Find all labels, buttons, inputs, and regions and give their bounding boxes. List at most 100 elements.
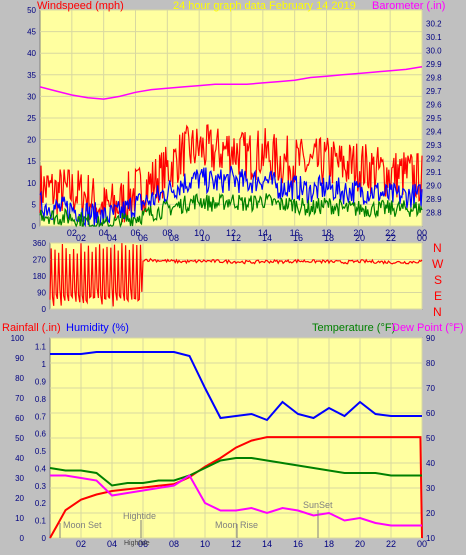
rainfall-y-tick: 0.6 (35, 430, 47, 439)
direction-w: W (432, 257, 444, 271)
barometer-y-tick: 29.3 (426, 141, 442, 150)
wind-y-tick: 20 (27, 136, 36, 145)
direction-n-top: N (433, 241, 442, 255)
direction-x-tick: 18 (324, 233, 334, 243)
wind-y-tick: 45 (27, 28, 36, 37)
direction-e: E (434, 289, 442, 303)
barometer-y-tick: 29.8 (426, 74, 442, 83)
humidity-label: Humidity (%) (66, 322, 129, 334)
temperature-y-tick: 20 (426, 509, 435, 518)
wind-x-tick: 12 (226, 228, 236, 238)
graph-title: 24 hour graph data February 14 2019 (173, 0, 356, 12)
temp-x-tick: 22 (386, 539, 396, 549)
temperature-y-tick: 60 (426, 409, 435, 418)
barometer-y-tick: 29.9 (426, 60, 442, 69)
barometer-y-tick: 30.0 (426, 47, 442, 56)
wind-x-tick: 06 (130, 228, 140, 238)
temp-x-tick: 20 (355, 539, 365, 549)
direction-x-tick: 04 (107, 233, 117, 243)
wind-y-tick: 10 (27, 179, 36, 188)
temp-x-tick: 04 (107, 539, 117, 549)
humidity-y-tick: 50 (15, 434, 24, 443)
barometer-y-tick: 29.4 (426, 128, 442, 137)
direction-y-tick: 270 (33, 256, 47, 265)
humidity-y-tick: 60 (15, 414, 24, 423)
wind-y-tick: 35 (27, 71, 36, 80)
sunset-label: SunSet (303, 500, 333, 510)
moon-set-label: Moon Set (63, 520, 102, 530)
direction-s: S (434, 273, 442, 287)
humidity-y-tick: 10 (15, 514, 24, 523)
direction-x-tick: 12 (231, 233, 241, 243)
barometer-title: Barometer (.in) (372, 0, 445, 12)
wind-x-tick: 04 (99, 228, 109, 238)
humidity-y-tick: 90 (15, 354, 24, 363)
wind-x-tick: 00 (417, 228, 427, 238)
rainfall-y-tick: 1 (42, 360, 47, 369)
temperature-y-tick: 40 (426, 459, 435, 468)
humidity-y-tick: 40 (15, 454, 24, 463)
temp-x-tick: 14 (262, 539, 272, 549)
temperature-y-tick: 80 (426, 359, 435, 368)
rainfall-y-tick: 0.4 (35, 464, 47, 473)
barometer-y-tick: 30.1 (426, 33, 442, 42)
humidity-y-tick: 80 (15, 374, 24, 383)
humidity-y-tick: 20 (15, 494, 24, 503)
direction-x-tick: 08 (169, 233, 179, 243)
humidity-y-tick: 70 (15, 394, 24, 403)
rainfall-line (49, 436, 423, 539)
direction-x-tick: 06 (138, 233, 148, 243)
moon-rise-label: Moon Rise (215, 520, 258, 530)
rainfall-y-tick: 0.3 (35, 482, 47, 491)
barometer-y-tick: 29.7 (426, 87, 442, 96)
wind-x-tick: 20 (353, 228, 363, 238)
humidity-y-tick: 100 (11, 334, 25, 343)
wind-x-tick: 14 (258, 228, 268, 238)
barometer-y-tick: 28.8 (426, 209, 442, 218)
barometer-y-tick: 30.2 (426, 20, 442, 29)
wind-y-tick: 15 (27, 157, 36, 166)
hightide-label: Hightide (123, 511, 156, 521)
wind-y-tick: 25 (27, 114, 36, 123)
wind-x-tick: 22 (385, 228, 395, 238)
dewpoint-label: Dew Point (°F) (392, 322, 464, 334)
windspeed-low-line (39, 192, 423, 228)
temp-x-tick: 18 (324, 539, 334, 549)
temperature-y-tick: 90 (426, 334, 435, 343)
temperature-y-tick: 50 (426, 434, 435, 443)
windspeed-avg-line (39, 165, 423, 228)
barometer-y-tick: 29.6 (426, 101, 442, 110)
rainfall-y-tick: 0.9 (35, 377, 47, 386)
wind-x-tick: 02 (67, 228, 77, 238)
barometer-y-tick: 29.1 (426, 168, 442, 177)
direction-y-tick: 360 (33, 239, 47, 248)
barometer-y-tick: 29.5 (426, 114, 442, 123)
barometer-y-tick: 29.0 (426, 182, 442, 191)
direction-y-tick: 180 (33, 272, 47, 281)
rainfall-label: Rainfall (.in) (2, 322, 61, 334)
temp-x-tick: 16 (293, 539, 303, 549)
direction-x-tick: 16 (293, 233, 303, 243)
wind-y-tick: 0 (32, 222, 37, 231)
direction-x-tick: 10 (200, 233, 210, 243)
direction-x-tick: 00 (417, 233, 427, 243)
barometer-y-tick: 29.2 (426, 155, 442, 164)
temp-x-tick: 12 (231, 539, 241, 549)
temperature-y-tick: 30 (426, 484, 435, 493)
temp-x-tick: 08 (169, 539, 179, 549)
wind-x-tick: 16 (290, 228, 300, 238)
barometer-y-tick: 28.9 (426, 195, 442, 204)
wind-y-tick: 5 (32, 200, 37, 209)
wind-y-tick: 50 (27, 6, 36, 15)
rainfall-y-tick: 0.5 (35, 447, 47, 456)
direction-x-tick: 14 (262, 233, 272, 243)
humidity-y-tick: 0 (20, 534, 25, 543)
temperature-label: Temperature (°F) (312, 322, 395, 334)
direction-y-tick: 90 (37, 289, 46, 298)
humidity-line (50, 351, 422, 422)
wind-y-tick: 40 (27, 49, 36, 58)
rainfall-y-tick: 0.8 (35, 395, 47, 404)
direction-n-bottom: N (433, 305, 442, 319)
